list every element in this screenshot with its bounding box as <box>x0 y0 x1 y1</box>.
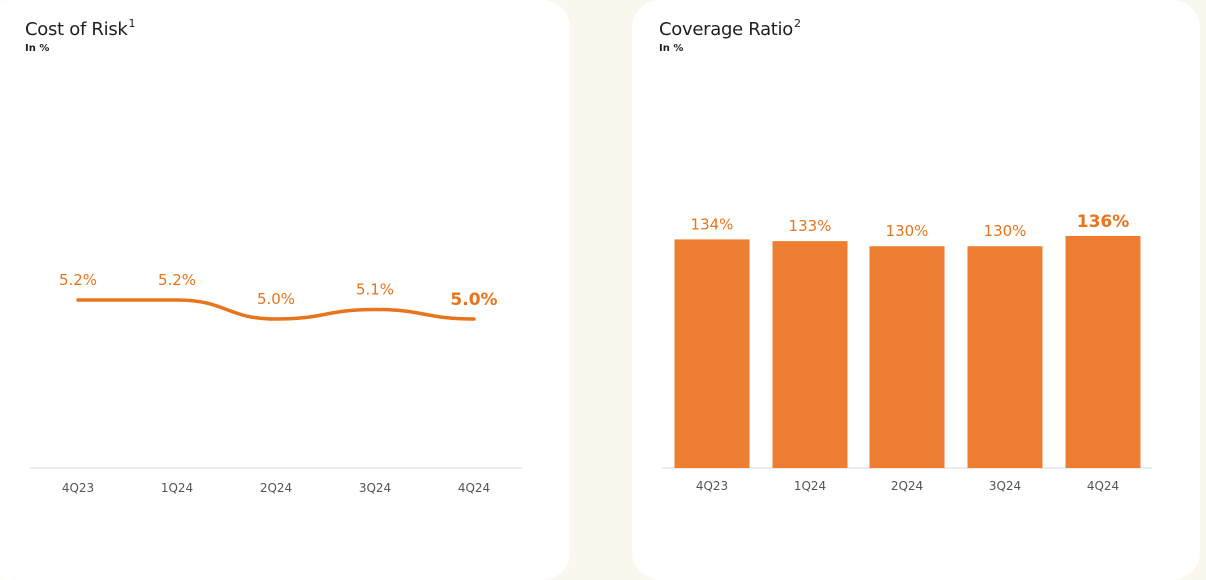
coverage-ratio-x-tick-4q24: 4Q24 <box>1087 479 1119 493</box>
coverage-ratio-x-tick-4q23: 4Q23 <box>696 479 728 493</box>
coverage-ratio-bar-2q24 <box>870 246 945 468</box>
coverage-ratio-value-label-4q23: 134% <box>691 215 734 233</box>
coverage-ratio-value-label-3q24: 130% <box>984 222 1027 240</box>
coverage-ratio-x-tick-3q24: 3Q24 <box>989 479 1021 493</box>
coverage-ratio-bar-1q24 <box>773 241 848 468</box>
coverage-ratio-bar-3q24 <box>968 246 1043 468</box>
coverage-ratio-value-label-1q24: 133% <box>789 217 832 235</box>
coverage-ratio-value-label-4q24: 136% <box>1077 212 1130 232</box>
coverage-ratio-bar-4q23 <box>675 239 750 468</box>
coverage-ratio-x-tick-1q24: 1Q24 <box>794 479 826 493</box>
coverage-ratio-bar-4q24 <box>1066 236 1141 468</box>
coverage-ratio-value-label-2q24: 130% <box>886 222 929 240</box>
coverage-ratio-x-tick-2q24: 2Q24 <box>891 479 923 493</box>
coverage-ratio-bar-chart: 134% 4Q23 133% 1Q24 130% 2Q24 130% 3Q24 136% 4Q24 <box>0 0 1206 563</box>
